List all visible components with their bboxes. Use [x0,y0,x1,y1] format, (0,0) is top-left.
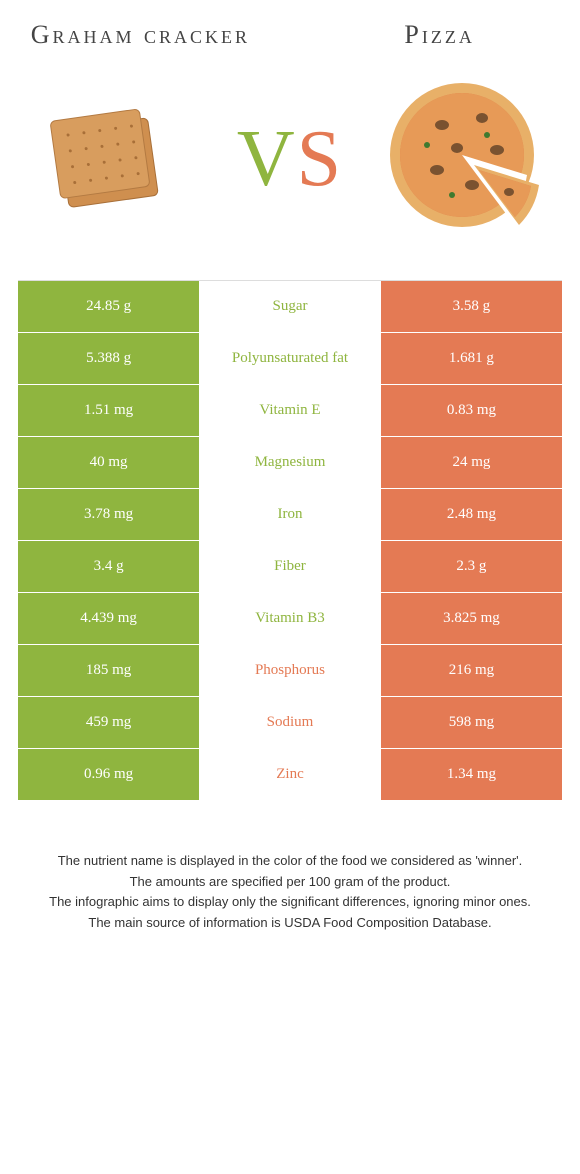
cell-nutrient-label: Vitamin E [199,385,381,436]
cell-right-value: 2.3 g [381,541,562,592]
cell-right-value: 1.34 mg [381,749,562,800]
cell-nutrient-label: Sodium [199,697,381,748]
cell-nutrient-label: Magnesium [199,437,381,488]
cell-nutrient-label: Zinc [199,749,381,800]
cell-right-value: 216 mg [381,645,562,696]
vs-s: S [297,114,344,205]
cell-left-value: 1.51 mg [18,385,199,436]
footer-line-3: The infographic aims to display only the… [10,892,570,913]
table-row: 0.96 mgZinc1.34 mg [18,749,562,801]
image-right [372,80,562,240]
cell-nutrient-label: Iron [199,489,381,540]
table-row: 5.388 gPolyunsaturated fat1.681 g [18,333,562,385]
cell-left-value: 24.85 g [18,281,199,332]
comparison-table: 24.85 gSugar3.58 g5.388 gPolyunsaturated… [18,280,562,801]
footer-line-1: The nutrient name is displayed in the co… [10,851,570,872]
table-row: 40 mgMagnesium24 mg [18,437,562,489]
table-row: 3.78 mgIron2.48 mg [18,489,562,541]
table-row: 185 mgPhosphorus216 mg [18,645,562,697]
cell-left-value: 40 mg [18,437,199,488]
cell-left-value: 185 mg [18,645,199,696]
cell-right-value: 2.48 mg [381,489,562,540]
cell-nutrient-label: Phosphorus [199,645,381,696]
footer-line-4: The main source of information is USDA F… [10,913,570,934]
cell-left-value: 459 mg [18,697,199,748]
table-row: 24.85 gSugar3.58 g [18,281,562,333]
vs-v: V [237,114,297,205]
cell-nutrient-label: Fiber [199,541,381,592]
table-row: 459 mgSodium598 mg [18,697,562,749]
cell-nutrient-label: Vitamin B3 [199,593,381,644]
cell-right-value: 0.83 mg [381,385,562,436]
images-row: VS [18,80,562,240]
cell-right-value: 24 mg [381,437,562,488]
table-row: 1.51 mgVitamin E0.83 mg [18,385,562,437]
cell-left-value: 5.388 g [18,333,199,384]
cell-nutrient-label: Sugar [199,281,381,332]
cell-left-value: 3.4 g [18,541,199,592]
footer-line-2: The amounts are specified per 100 gram o… [10,872,570,893]
pizza-icon [387,80,547,240]
cell-left-value: 3.78 mg [18,489,199,540]
title-right: Pizza [317,20,562,50]
graham-cracker-icon [38,95,188,225]
table-row: 3.4 gFiber2.3 g [18,541,562,593]
vs-label: VS [237,114,343,205]
cell-right-value: 598 mg [381,697,562,748]
cell-left-value: 4.439 mg [18,593,199,644]
cell-right-value: 3.58 g [381,281,562,332]
footer-notes: The nutrient name is displayed in the co… [0,851,580,964]
image-left [18,95,208,225]
titles-row: Graham cracker Pizza [18,20,562,50]
cell-right-value: 1.681 g [381,333,562,384]
cell-left-value: 0.96 mg [18,749,199,800]
table-row: 4.439 mgVitamin B33.825 mg [18,593,562,645]
cell-nutrient-label: Polyunsaturated fat [199,333,381,384]
cell-right-value: 3.825 mg [381,593,562,644]
title-left: Graham cracker [18,20,263,50]
